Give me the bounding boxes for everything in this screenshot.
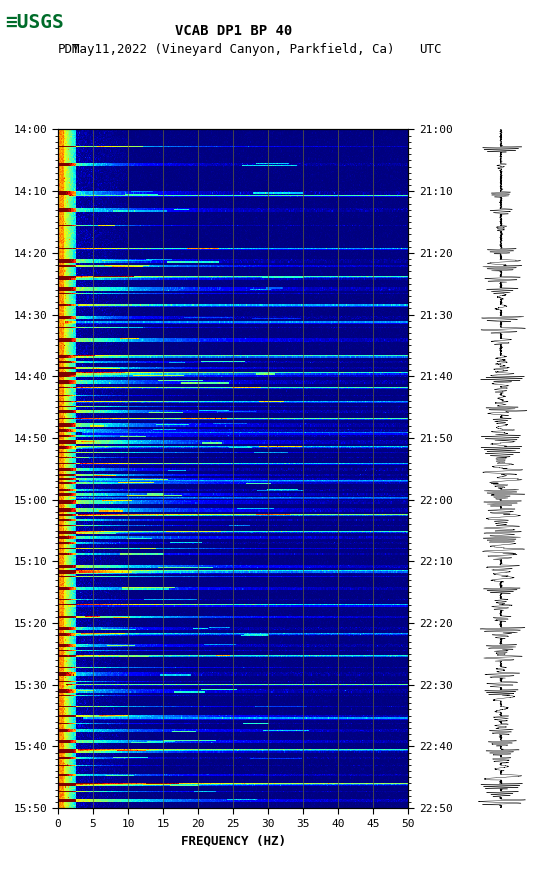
X-axis label: FREQUENCY (HZ): FREQUENCY (HZ)	[181, 834, 286, 847]
Text: VCAB DP1 BP 40: VCAB DP1 BP 40	[174, 24, 292, 38]
Text: ≡USGS: ≡USGS	[6, 13, 64, 32]
Text: May11,2022 (Vineyard Canyon, Parkfield, Ca): May11,2022 (Vineyard Canyon, Parkfield, …	[72, 43, 395, 55]
Text: UTC: UTC	[420, 43, 442, 55]
Text: PDT: PDT	[58, 43, 81, 55]
